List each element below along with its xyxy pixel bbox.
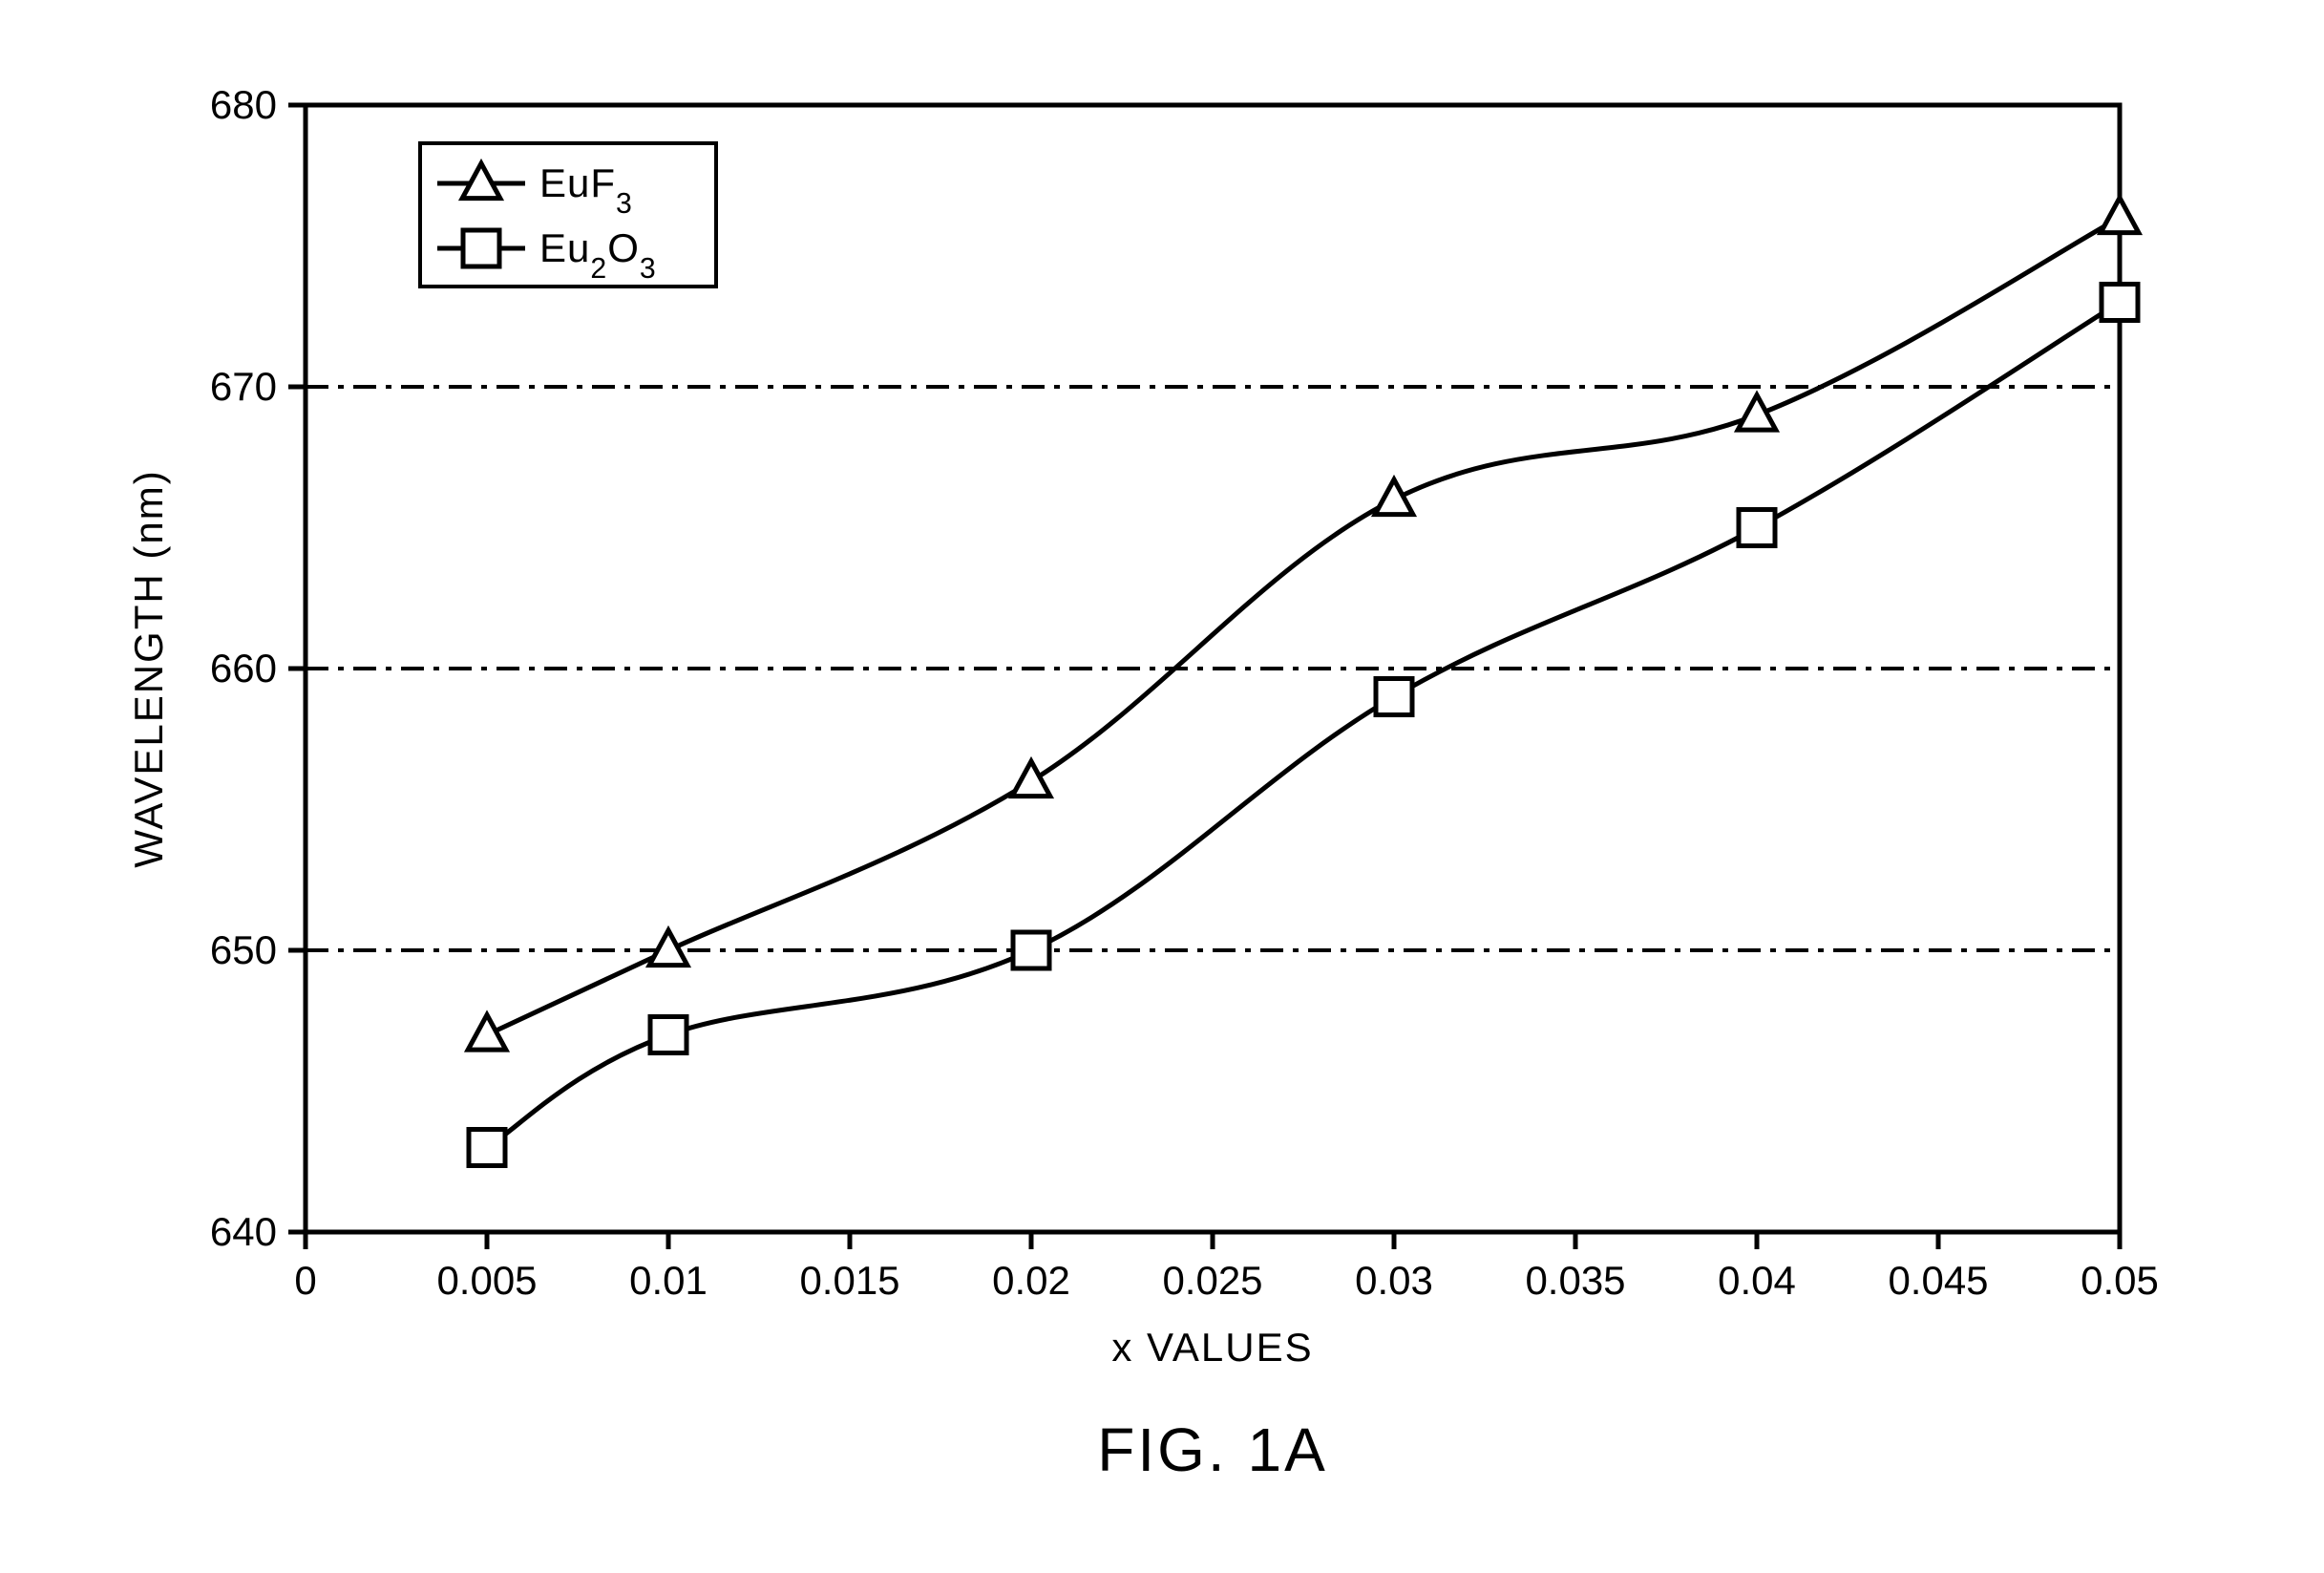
legend-text: O (607, 225, 640, 270)
xtick-label: 0.015 (799, 1258, 899, 1303)
square-marker (2102, 285, 2138, 321)
xtick-label: 0 (294, 1258, 316, 1303)
square-marker (1739, 510, 1775, 546)
square-marker (650, 1017, 687, 1053)
y-axis-label: WAVELENGTH (nm) (126, 469, 171, 867)
square-marker (463, 230, 499, 266)
xtick-label: 0.04 (1718, 1258, 1796, 1303)
ytick-label: 670 (210, 364, 277, 409)
legend-sub: 2 (590, 253, 607, 285)
figure-caption: FIG. 1A (1097, 1415, 1328, 1484)
legend-sub: 3 (640, 253, 657, 285)
legend-text: Eu (539, 225, 590, 270)
square-marker (1376, 679, 1412, 715)
xtick-label: 0.005 (436, 1258, 537, 1303)
xtick-label: 0.02 (992, 1258, 1070, 1303)
legend-sub: 3 (616, 188, 633, 220)
ytick-label: 680 (210, 82, 277, 127)
square-marker (469, 1130, 505, 1166)
x-axis-label: x VALUES (1111, 1325, 1313, 1370)
xtick-label: 0.035 (1525, 1258, 1625, 1303)
ytick-label: 650 (210, 927, 277, 972)
xtick-label: 0.01 (629, 1258, 708, 1303)
ytick-label: 640 (210, 1209, 277, 1254)
wavelength-chart: 0 0.005 0.01 0.015 0.02 0.025 0.03 0.035 0.04 0.0… (0, 0, 2324, 1573)
square-marker (1013, 932, 1049, 968)
ytick-label: 660 (210, 646, 277, 691)
xtick-label: 0.03 (1355, 1258, 1433, 1303)
xtick-label: 0.045 (1888, 1258, 1988, 1303)
legend-text: EuF (539, 160, 616, 205)
xtick-label: 0.05 (2081, 1258, 2159, 1303)
xtick-label: 0.025 (1162, 1258, 1262, 1303)
